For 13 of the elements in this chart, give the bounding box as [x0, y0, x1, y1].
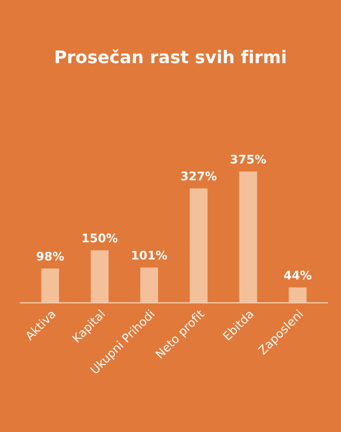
data-label: 101% [132, 250, 168, 260]
bar [239, 172, 258, 303]
chart-title: Prosečan rast svih firmi [56, 49, 286, 64]
bar [90, 250, 109, 303]
data-label: 150% [82, 234, 118, 242]
bar [288, 287, 307, 303]
data-label: 327% [181, 172, 217, 180]
data-label: 98% [36, 252, 64, 261]
data-label: 44% [284, 270, 312, 280]
data-label: 375% [230, 154, 266, 164]
bar [190, 188, 208, 303]
bar [140, 267, 158, 303]
bar [41, 268, 60, 303]
